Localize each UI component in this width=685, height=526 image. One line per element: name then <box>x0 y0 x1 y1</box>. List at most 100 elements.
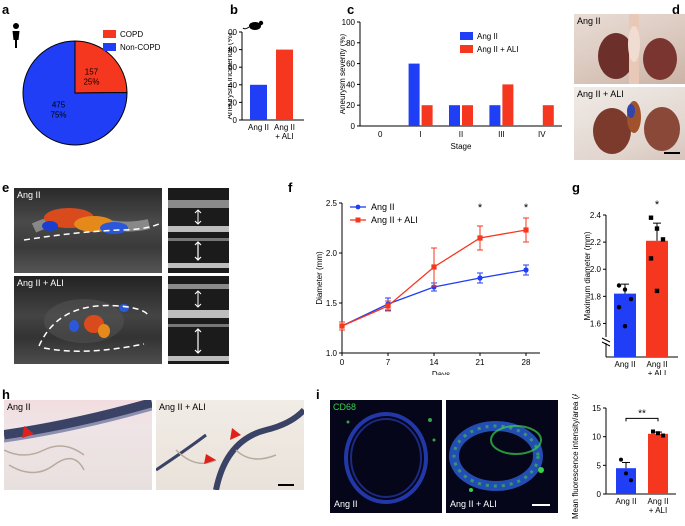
x-tick-label: 21 <box>476 358 485 367</box>
panel-c: 0 20 40 60 80 100 Aneurysm severity (%) 0 I II III… <box>338 14 565 154</box>
fluorescence-ang2: CD68 Ang II <box>330 400 442 513</box>
y-tick-label: 2.0 <box>326 249 338 258</box>
x-tick-label: + ALI <box>649 506 667 515</box>
data-point <box>648 215 654 220</box>
x-tick-label: Ang II <box>274 123 295 132</box>
y-tick-label: 2.5 <box>326 199 338 208</box>
y-tick-label: 1.8 <box>590 292 602 301</box>
data-point <box>654 226 660 231</box>
y-tick-label: 2.4 <box>590 211 602 220</box>
y-tick-label: 60 <box>346 60 355 69</box>
diameter-line-chart: 1.0 1.5 2.0 2.5 Diameter (mm) 0 7 14 21 28 Days * * A… <box>315 199 540 379</box>
fluorescence-ang2-ali: Ang II + ALI <box>446 400 558 513</box>
slice-count-label: 475 <box>52 101 66 110</box>
image-label: Ang II <box>17 190 41 200</box>
x-axis-label: Days <box>432 370 450 375</box>
max-diameter-bar-chart: 1.6 1.8 2.0 2.2 2.4 Maximum diameter (mm) Ang … <box>583 199 678 378</box>
photo-label: Ang II <box>577 16 601 26</box>
image-label: Ang II <box>334 499 358 509</box>
legend-label: Ang II <box>371 202 395 212</box>
data-point <box>431 264 437 270</box>
significance-bracket <box>625 417 659 422</box>
m-mode-ang2-ali <box>168 276 229 364</box>
data-point <box>624 471 628 476</box>
image-label: Ang II + ALI <box>159 402 206 412</box>
m-mode-ang2 <box>168 188 229 273</box>
legend-swatch <box>460 45 473 53</box>
y-tick-label: 60 <box>228 63 237 72</box>
bar <box>646 240 668 357</box>
panel-label-g: g <box>572 180 580 195</box>
axis-break-mark <box>601 341 611 347</box>
data-point <box>651 429 655 434</box>
legend-swatch <box>103 43 116 51</box>
legend-label: Ang II + ALI <box>477 45 519 54</box>
y-tick-label: 1.5 <box>326 299 338 308</box>
image-label: Ang II + ALI <box>17 278 64 288</box>
data-point <box>660 237 666 242</box>
data-point <box>619 457 623 462</box>
panel-f: 1.0 1.5 2.0 2.5 Diameter (mm) 0 7 14 21 28 Days * * A… <box>278 185 548 379</box>
ultrasound-doppler-ang2-ali: Ang II + ALI <box>14 276 162 364</box>
x-tick-label: Ang II <box>248 123 269 132</box>
data-point <box>622 323 628 329</box>
panel-label-h: h <box>2 387 10 402</box>
data-point <box>654 288 660 294</box>
x-tick-label: 7 <box>386 358 391 367</box>
y-tick-label: 1.0 <box>326 349 338 358</box>
bar <box>421 105 433 126</box>
y-tick-label: 0 <box>597 490 602 499</box>
legend-label: Ang II <box>477 32 498 41</box>
data-point <box>477 275 483 281</box>
y-tick-label: 80 <box>228 46 237 55</box>
significance-marker: * <box>524 202 529 214</box>
fluorescence-bar-chart: 0 5 10 15 Mean fluorescence intensity/area (… <box>571 383 676 519</box>
data-point <box>628 296 634 302</box>
x-tick-label: 14 <box>430 358 439 367</box>
panel-label-d: d <box>672 2 680 17</box>
panel-g: 1.6 1.8 2.0 2.2 2.4 Maximum diameter (mm) Ang … <box>566 185 685 378</box>
legend-label: Non-COPD <box>120 43 160 52</box>
bar <box>449 105 460 126</box>
significance-marker: ** <box>638 408 646 419</box>
aorta-photo-ang2-ali: Ang II + ALI <box>574 87 685 160</box>
data-point <box>656 431 660 436</box>
data-point <box>339 323 345 329</box>
pie-slice <box>74 40 128 94</box>
y-tick-label: 40 <box>228 81 237 90</box>
slice-count-label: 157 <box>85 67 99 76</box>
x-tick-label: 28 <box>522 358 531 367</box>
bar <box>408 63 420 126</box>
legend-label: COPD <box>120 30 143 39</box>
data-point <box>648 256 654 261</box>
panel-a: 157 25% 475 75% COPD Non-COPD <box>0 0 161 150</box>
pie-slice <box>22 40 128 146</box>
y-axis-label: Mean fluorescence intensity/area (AU) <box>571 394 580 519</box>
y-tick-label: 20 <box>228 98 237 107</box>
y-axis-label: Aneurysm incidence (%) <box>228 32 234 119</box>
slice-percent-label: 25% <box>83 77 99 86</box>
data-point <box>616 304 622 310</box>
aorta-photo-ang2: Ang II <box>574 14 685 84</box>
legend-swatch <box>460 32 473 40</box>
significance-marker: * <box>655 199 660 211</box>
y-tick-label: 40 <box>346 80 355 89</box>
y-tick-label: 1.6 <box>590 319 602 328</box>
histology-ang2: Ang II <box>4 400 152 490</box>
panel-label-f: f <box>288 180 293 195</box>
y-tick-label: 5 <box>597 461 602 470</box>
x-tick-label: Ang II <box>648 497 669 506</box>
panel-label-c: c <box>347 2 355 17</box>
ultrasound-doppler-ang2: Ang II <box>14 188 162 273</box>
y-tick-label: 0 <box>351 122 356 131</box>
legend-marker <box>355 217 361 223</box>
x-tick-label: 0 <box>340 358 345 367</box>
x-tick-label: + ALI <box>275 132 293 141</box>
y-tick-label: 15 <box>592 404 601 413</box>
data-point <box>661 433 665 438</box>
y-tick-label: 2.0 <box>590 265 602 274</box>
panel-i-chart: 0 5 10 15 Mean fluorescence intensity/area (… <box>560 383 685 521</box>
